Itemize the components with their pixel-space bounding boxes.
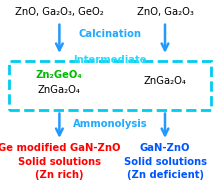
Text: (Zn rich): (Zn rich) [35, 170, 84, 180]
Text: Intermediate: Intermediate [73, 55, 147, 64]
Text: ZnO, Ga₂O₃, GeO₂: ZnO, Ga₂O₃, GeO₂ [15, 7, 104, 17]
Text: ZnGa₂O₄: ZnGa₂O₄ [144, 76, 186, 86]
Text: Ammonolysis: Ammonolysis [73, 119, 147, 129]
Text: ZnO, Ga₂O₃: ZnO, Ga₂O₃ [137, 7, 193, 17]
Text: ZnGa₂O₄: ZnGa₂O₄ [38, 85, 81, 95]
Text: (Zn deficient): (Zn deficient) [126, 170, 204, 180]
Text: Calcination: Calcination [79, 29, 141, 39]
Text: Ge modified GaN-ZnO: Ge modified GaN-ZnO [0, 143, 121, 153]
Text: Zn₂GeO₄: Zn₂GeO₄ [36, 70, 83, 80]
Text: Solid solutions: Solid solutions [18, 157, 101, 167]
Text: Solid solutions: Solid solutions [123, 157, 207, 167]
Text: GaN-ZnO: GaN-ZnO [140, 143, 190, 153]
